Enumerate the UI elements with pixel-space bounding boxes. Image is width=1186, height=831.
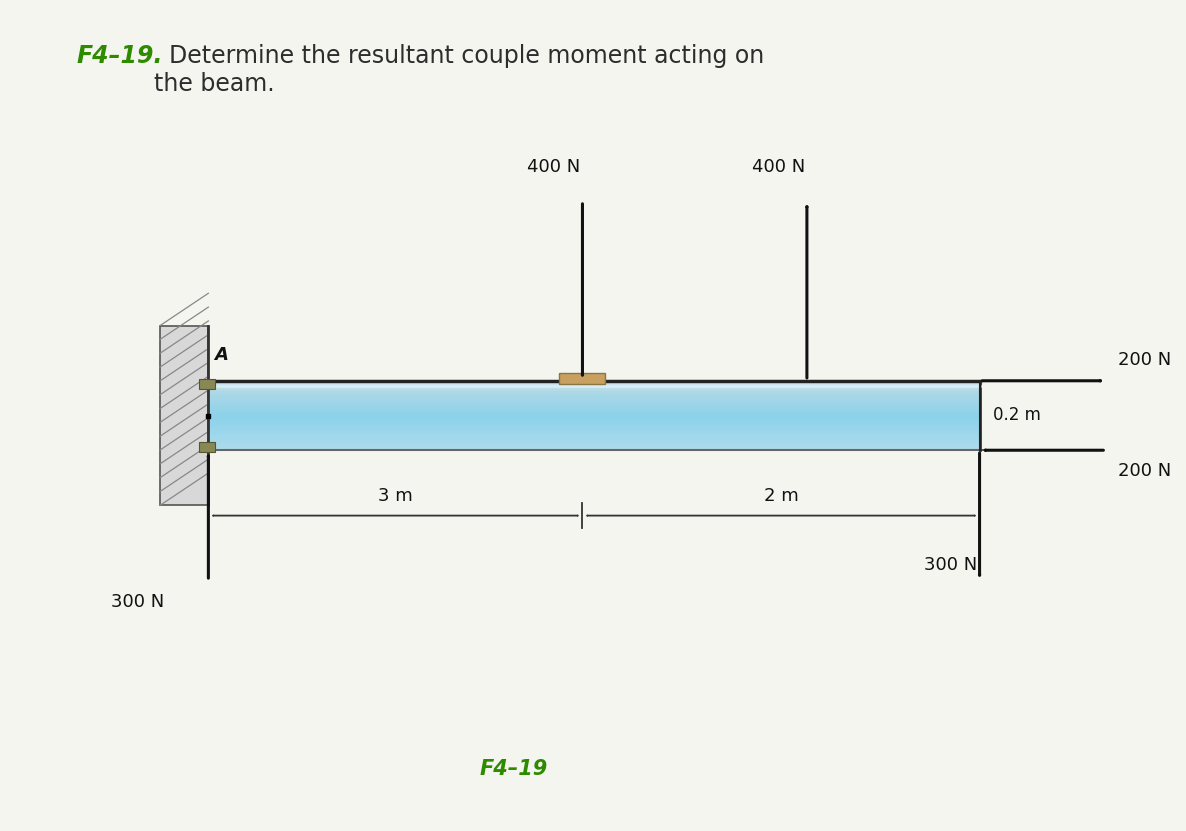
Bar <box>209 407 980 409</box>
Bar <box>209 431 980 433</box>
Text: 300 N: 300 N <box>924 557 977 574</box>
Bar <box>209 390 980 391</box>
Text: F4–19: F4–19 <box>479 759 548 779</box>
Bar <box>209 412 980 414</box>
Bar <box>209 417 980 419</box>
Bar <box>209 445 980 447</box>
Bar <box>199 379 216 389</box>
Bar <box>209 426 980 428</box>
Bar <box>209 414 980 416</box>
Bar <box>209 400 980 401</box>
Bar <box>209 393 980 395</box>
Bar <box>209 405 980 407</box>
Bar <box>209 395 980 396</box>
Bar <box>560 373 606 384</box>
Bar <box>209 382 980 384</box>
Text: Determine the resultant couple moment acting on
the beam.: Determine the resultant couple moment ac… <box>154 44 765 96</box>
Bar <box>209 416 980 417</box>
Bar <box>209 384 980 386</box>
Bar <box>209 443 980 445</box>
Bar <box>209 422 980 424</box>
Text: 300 N: 300 N <box>110 593 164 612</box>
Bar <box>209 398 980 400</box>
Bar <box>160 326 209 505</box>
Text: 0.2 m: 0.2 m <box>994 406 1041 425</box>
Bar <box>209 386 980 388</box>
Bar <box>209 388 980 390</box>
Bar <box>209 391 980 393</box>
Text: 2 m: 2 m <box>764 487 798 505</box>
Text: 200 N: 200 N <box>1117 462 1171 479</box>
Bar <box>209 381 980 382</box>
Bar <box>209 435 980 436</box>
Bar <box>209 433 980 435</box>
Bar <box>209 424 980 426</box>
Bar <box>209 396 980 398</box>
Bar <box>209 430 980 431</box>
Bar <box>209 438 980 440</box>
Bar <box>209 411 980 412</box>
Bar <box>209 420 980 422</box>
Bar <box>209 449 980 450</box>
Bar <box>209 409 980 411</box>
Bar <box>209 428 980 430</box>
Text: 3 m: 3 m <box>378 487 413 505</box>
Text: 400 N: 400 N <box>752 159 805 176</box>
Text: 200 N: 200 N <box>1117 352 1171 369</box>
Bar <box>209 447 980 449</box>
Bar <box>209 440 980 441</box>
Text: F4–19.: F4–19. <box>76 44 162 67</box>
Bar <box>209 441 980 443</box>
Bar <box>199 442 216 452</box>
Bar <box>209 401 980 403</box>
Text: 400 N: 400 N <box>527 159 580 176</box>
Bar <box>209 436 980 438</box>
Text: A: A <box>215 347 228 364</box>
Bar <box>209 403 980 405</box>
Bar <box>209 419 980 420</box>
